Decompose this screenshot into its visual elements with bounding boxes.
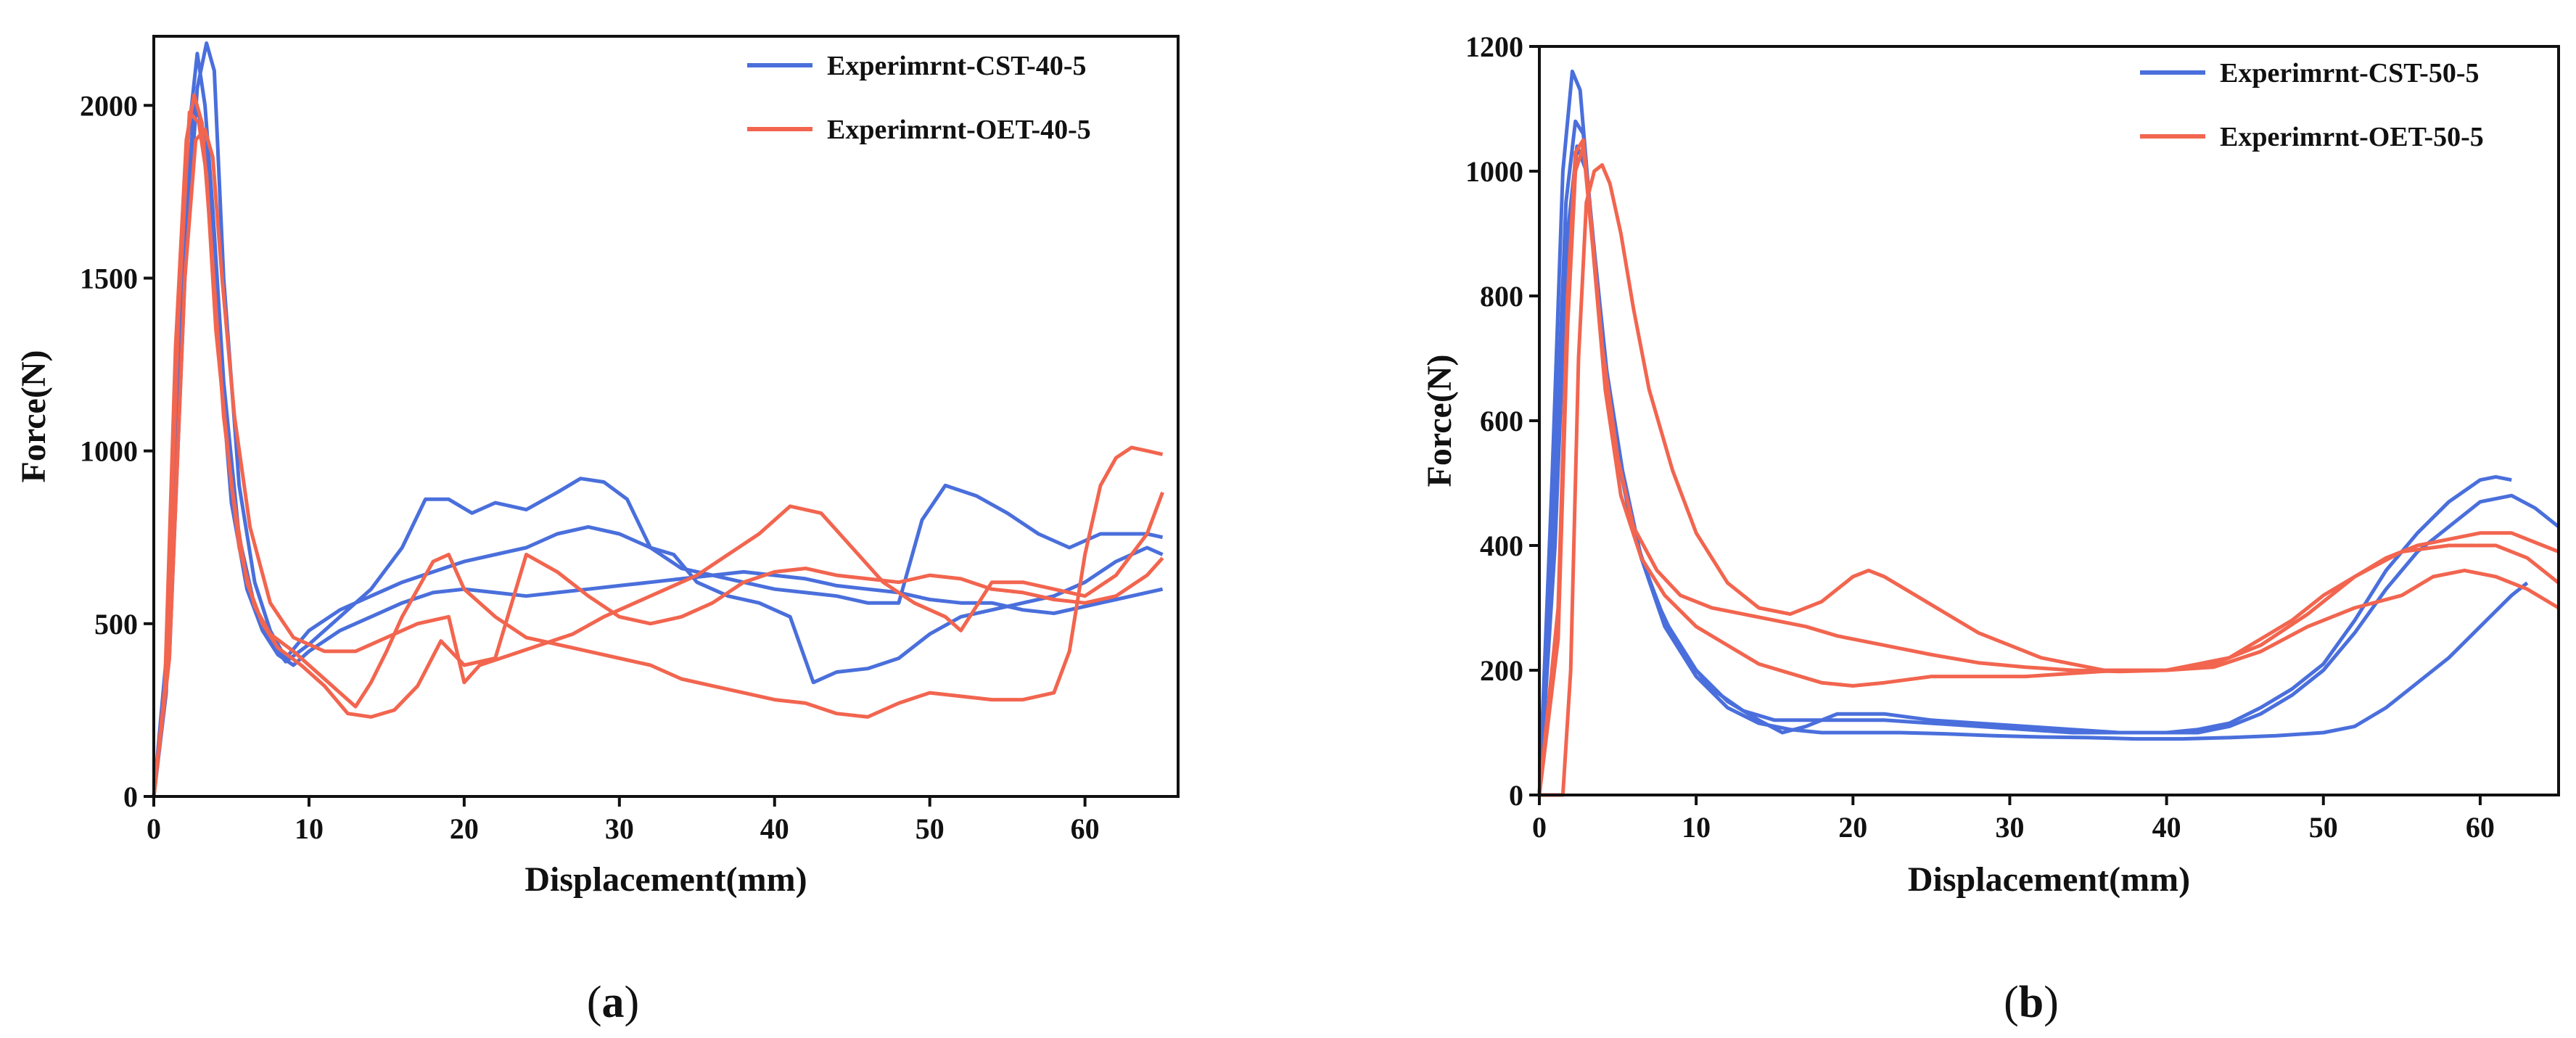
series-line-6 (152, 128, 1164, 797)
legend: Experimrnt-CST-40-5 Experimrnt-OET-40-5 (747, 51, 1091, 145)
series-line-3 (1537, 144, 2529, 796)
y-tick-label: 0 (1509, 779, 1523, 812)
series-line-1 (1537, 69, 2512, 796)
y-tick-label: 800 (1480, 280, 1523, 313)
caption-letter: b (2019, 978, 2044, 1027)
y-tick-label: 1000 (80, 435, 138, 468)
series-line-2 (152, 41, 1164, 797)
x-tick-label: 10 (1682, 811, 1711, 844)
plot-frame (152, 35, 1180, 798)
y-tick-label: 500 (94, 608, 138, 640)
legend-label: Experimrnt-OET-50-5 (2220, 122, 2484, 152)
x-tick-label: 40 (760, 812, 789, 845)
x-tick-label: 60 (2466, 811, 2495, 844)
x-tick-label: 50 (2309, 811, 2338, 844)
series-line-4 (1539, 162, 2559, 797)
series-line-5 (152, 110, 1164, 797)
y-tick-label: 0 (123, 780, 138, 813)
series-line-5 (1537, 138, 2560, 796)
y-axis-title: Force(N) (15, 350, 53, 483)
x-axis-title: Displacement(mm) (1908, 860, 2190, 899)
caption-letter: a (602, 978, 625, 1027)
y-tick-label: 1000 (1465, 155, 1523, 188)
series-line-1 (152, 52, 1164, 797)
y-tick-label: 200 (1480, 654, 1523, 687)
y-axis-title: Force(N) (1420, 355, 1459, 487)
x-tick-label: 0 (147, 812, 161, 845)
x-tick-label: 10 (295, 812, 324, 845)
plot-frame (1538, 45, 2560, 796)
chart-a: 0 10 20 30 40 50 60 0 500 1000 1500 2000 Displacemen… (15, 35, 1180, 1027)
x-tick-label: 30 (605, 812, 634, 845)
series-line-4 (152, 93, 1164, 797)
x-tick-label: 50 (915, 812, 945, 845)
subfigure-caption: (a) (587, 978, 639, 1027)
legend-label: Experimrnt-OET-40-5 (827, 115, 1091, 145)
y-tick-label: 600 (1480, 405, 1523, 437)
x-tick-label: 20 (450, 812, 479, 845)
x-tick-label: 60 (1071, 812, 1100, 845)
x-tick-label: 20 (1838, 811, 1867, 844)
y-tick-label: 400 (1480, 530, 1523, 562)
y-tick-label: 2000 (80, 89, 138, 122)
x-tick-label: 0 (1532, 811, 1547, 844)
series-line-3 (152, 103, 1164, 797)
legend-label: Experimrnt-CST-50-5 (2220, 58, 2479, 88)
legend-label: Experimrnt-CST-40-5 (827, 51, 1086, 81)
chart-b: 0 10 20 30 40 50 60020040060080010001200Displa… (1420, 30, 2560, 1027)
series-line-6 (1537, 144, 2560, 796)
legend: Experimrnt-CST-50-5 Experimrnt-OET-50-5 (2140, 58, 2484, 152)
x-tick-label: 30 (1995, 811, 2024, 844)
subfigure-caption: (b) (2004, 978, 2059, 1027)
x-tick-label: 40 (2152, 811, 2181, 844)
y-tick-label: 1500 (80, 262, 138, 294)
y-tick-label: 1200 (1465, 30, 1523, 63)
x-axis-title: Displacement(mm) (524, 860, 807, 899)
